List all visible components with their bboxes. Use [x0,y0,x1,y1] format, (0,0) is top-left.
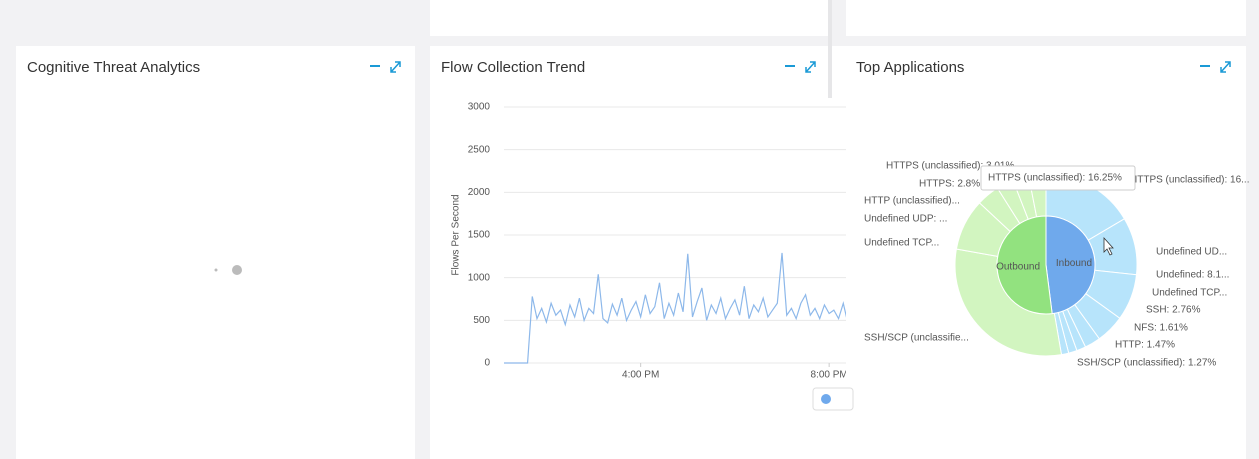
x-tick-label: 8:00 PM [811,370,848,381]
segment-label: NFS: 1.61% [1134,323,1188,334]
segment-label: Undefined TCP... [1152,288,1227,299]
panel-title: Top Applications [856,59,964,76]
y-tick-label: 1500 [468,230,491,241]
sunburst-segment [996,215,1053,315]
y-tick-label: 2500 [468,144,491,155]
segment-label: SSH/SCP (unclassifie... [864,333,969,344]
segment-label: Undefined TCP... [864,238,939,249]
card-top [846,0,1246,36]
tooltip-box [980,165,1136,191]
panel [430,46,846,459]
card-top [430,0,830,36]
panel-title: Cognitive Threat Analytics [27,59,200,76]
y-axis-label: Flows Per Second [451,194,462,275]
expand-icon[interactable] [805,61,816,73]
segment-label: HTTP: 1.47% [1115,340,1175,351]
segment-label: Undefined: 8.1... [1156,270,1229,281]
segment-label: HTTP (unclassified)... [864,196,960,207]
loading-dot [232,265,242,275]
sunburst-chart: Inbound Outbound HTTPS (unclassified): 16.… [864,161,1249,369]
x-tick-label: 4:00 PM [622,370,659,381]
y-tick-label: 3000 [468,102,491,113]
segment-label: Undefined UDP: ... [864,214,947,225]
line-chart: 0 500 1000 1500 2000 2500 3000 4:00 PM 8:00 PM Fl… [451,102,848,381]
panel-icons [370,61,1231,73]
segment-label: SSH/SCP (unclassified): 1.27% [1077,358,1216,369]
segment-label: HTTPS: 2.8% [919,179,980,190]
segment-label: SSH: 2.76% [1146,305,1201,316]
loading-dot [214,268,218,272]
legend[interactable] [812,387,854,411]
line-series [504,252,846,364]
tooltip-text: HTTPS (unclassified): 16.25% [988,173,1122,184]
sunburst-segment [1045,215,1096,315]
segment-label: Undefined UD... [1156,247,1227,258]
panel [16,46,415,459]
y-tick-label: 500 [473,315,490,326]
y-tick-label: 2000 [468,187,491,198]
y-tick-label: 0 [484,358,490,369]
inner-label: Inbound [1056,258,1092,269]
legend-swatch [821,394,831,404]
segment-label: HTTPS (unclassified): 3.01% [886,161,1014,172]
inner-label: Outbound [996,261,1040,272]
expand-icon[interactable] [390,61,401,73]
segment-label: HTTPS (unclassified): 16... [1130,175,1249,186]
expand-icon[interactable] [1220,61,1231,73]
y-tick-label: 1000 [468,272,491,283]
panel-title: Flow Collection Trend [441,59,585,76]
cursor [1103,236,1114,256]
